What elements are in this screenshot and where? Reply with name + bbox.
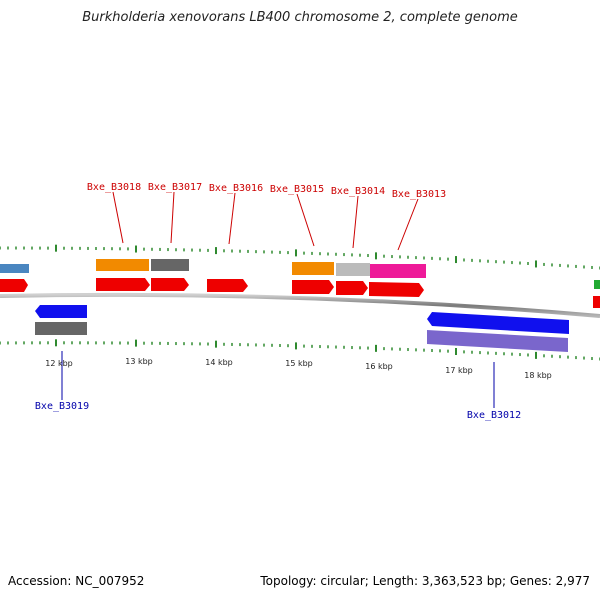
cds-arrow-bxe-b3016[interactable] — [207, 279, 248, 292]
cds-arrow-bxe-b3018[interactable] — [96, 278, 150, 291]
feature-orange-bxe-b3018[interactable] — [96, 259, 149, 271]
cds-arrow-bxe-b3012[interactable] — [427, 312, 569, 334]
gene-label-bxe-b3016[interactable]: Bxe_B3016 — [209, 183, 263, 194]
feature-pink-bxe-b3013[interactable] — [370, 264, 426, 278]
feature-purple-bxe-b3012[interactable] — [427, 330, 568, 352]
scale-label-17kbp: 17 kbp — [445, 366, 473, 375]
cds-arrow-bxe-b3013[interactable] — [369, 282, 424, 297]
scale-label-18kbp: 18 kbp — [524, 371, 552, 380]
accession-text: Accession: NC_007952 — [8, 574, 145, 588]
scale-label-13kbp: 13 kbp — [125, 357, 153, 366]
cds-arrow-bxe-b3017[interactable] — [151, 278, 189, 291]
cds-arrow-bxe-b3019[interactable] — [35, 305, 87, 318]
gene-label-bxe-b3019[interactable]: Bxe_B3019 — [35, 401, 89, 412]
gene-label-bxe-b3018[interactable]: Bxe_B3018 — [87, 182, 141, 193]
leader-line-bxe-b3018 — [112, 191, 124, 244]
gene-label-bxe-b3012[interactable]: Bxe_B3012 — [467, 410, 521, 421]
scale-label-16kbp: 16 kbp — [365, 362, 393, 371]
upper-tick-track — [0, 244, 600, 270]
chromosome-backbone — [0, 292, 600, 318]
feature-darkgray-bxe-b3019[interactable] — [35, 322, 87, 335]
edge-feature-blue[interactable] — [0, 264, 29, 273]
cds-arrow-bxe-b3015[interactable] — [292, 280, 334, 294]
leader-line-bxe-b3016 — [228, 192, 236, 245]
gene-label-bxe-b3014[interactable]: Bxe_B3014 — [331, 186, 385, 197]
leader-line-bxe-b3015 — [296, 193, 315, 247]
scale-label-14kbp: 14 kbp — [205, 358, 233, 367]
feature-lightgray-bxe-b3014[interactable] — [336, 263, 370, 276]
edge-feature-red[interactable] — [593, 296, 600, 308]
genome-summary-text: Topology: circular; Length: 3,363,523 bp… — [260, 574, 590, 588]
map-title: Burkholderia xenovorans LB400 chromosome… — [82, 10, 518, 25]
scale-label-15kbp: 15 kbp — [285, 359, 313, 368]
gene-label-bxe-b3015[interactable]: Bxe_B3015 — [270, 184, 324, 195]
feature-darkgray-bxe-b3017[interactable] — [151, 259, 189, 271]
scale-label-12kbp: 12 kbp — [45, 359, 73, 368]
leader-line-bxe-b3017 — [170, 191, 175, 244]
lower-tick-track — [0, 339, 600, 361]
gene-label-bxe-b3017[interactable]: Bxe_B3017 — [148, 182, 202, 193]
leader-line-bxe-b3014 — [352, 195, 359, 249]
feature-orange-bxe-b3015[interactable] — [292, 262, 334, 275]
gene-label-bxe-b3013[interactable]: Bxe_B3013 — [392, 189, 446, 200]
edge-forward-cds[interactable] — [0, 279, 28, 292]
leader-line-bxe-b3013 — [397, 198, 419, 251]
edge-feature-green[interactable] — [594, 280, 600, 289]
cds-arrow-bxe-b3014[interactable] — [336, 281, 368, 295]
